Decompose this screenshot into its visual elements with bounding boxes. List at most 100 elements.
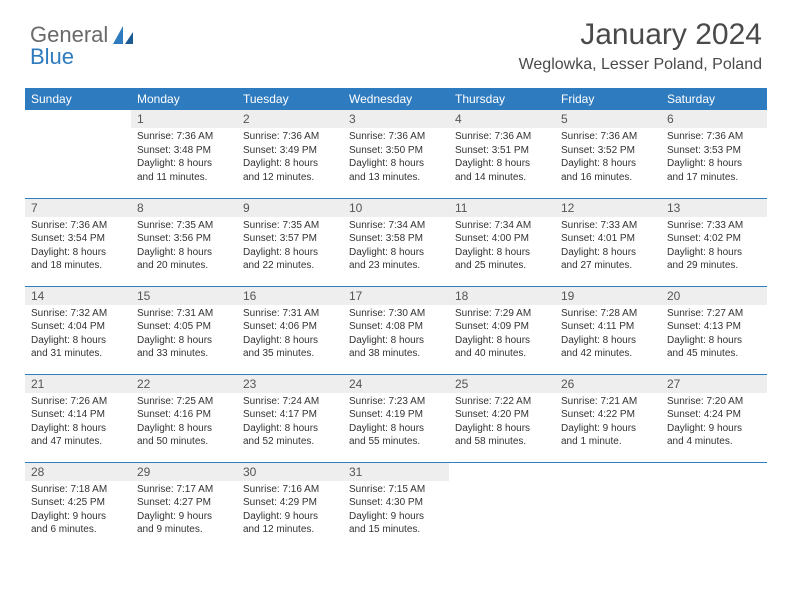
day-info: Sunrise: 7:35 AMSunset: 3:57 PMDaylight:… — [243, 219, 337, 273]
sunset-line: Sunset: 3:49 PM — [243, 145, 317, 156]
calendar-day-cell: 26Sunrise: 7:21 AMSunset: 4:22 PMDayligh… — [555, 374, 661, 462]
daylight-line: Daylight: 8 hours and 38 minutes. — [349, 335, 424, 360]
calendar-day-cell: 1Sunrise: 7:36 AMSunset: 3:48 PMDaylight… — [131, 110, 237, 198]
day-info: Sunrise: 7:34 AMSunset: 3:58 PMDaylight:… — [349, 219, 443, 273]
sunrise-line: Sunrise: 7:20 AM — [667, 396, 743, 407]
day-info: Sunrise: 7:36 AM Sunset: 3:50 PM Daylight:… — [349, 130, 443, 184]
sunset-line: Sunset: 4:02 PM — [667, 233, 741, 244]
header: General Blue January 2024 Weglowka, Less… — [0, 0, 792, 78]
day-info: Sunrise: 7:31 AMSunset: 4:06 PMDaylight:… — [243, 307, 337, 361]
sunset-line: Sunset: 3:53 PM — [667, 145, 741, 156]
day-info: Sunrise: 7:36 AMSunset: 3:49 PMDaylight:… — [243, 130, 337, 184]
sunrise-line: Sunrise: 7:33 AM — [561, 220, 637, 231]
calendar-day-cell: 30Sunrise: 7:16 AMSunset: 4:29 PMDayligh… — [237, 462, 343, 550]
sunset-line: Sunset: 3:56 PM — [137, 233, 211, 244]
day-info: Sunrise: 7:23 AMSunset: 4:19 PMDaylight:… — [349, 395, 443, 449]
sunset-line: Sunset: 4:04 PM — [31, 321, 105, 332]
day-number: 12 — [555, 199, 661, 217]
day-number: 3 — [343, 110, 449, 128]
location-subtitle: Weglowka, Lesser Poland, Poland — [519, 56, 762, 74]
calendar-day-cell: 13Sunrise: 7:33 AMSunset: 4:02 PMDayligh… — [661, 198, 767, 286]
day-number: 11 — [449, 199, 555, 217]
daylight-line: Daylight: 9 hours and 1 minute. — [561, 423, 636, 448]
day-header: Monday — [131, 88, 237, 110]
calendar-day-cell: 14Sunrise: 7:32 AMSunset: 4:04 PMDayligh… — [25, 286, 131, 374]
sunset-line: Sunset: 4:08 PM — [349, 321, 423, 332]
sunrise-line: Sunrise: 7:21 AM — [561, 396, 637, 407]
sunset-line: Sunset: 3:52 PM — [561, 145, 635, 156]
day-number: 18 — [449, 287, 555, 305]
daylight-line: Daylight: 8 hours and 45 minutes. — [667, 335, 742, 360]
sunset-line: Sunset: 4:17 PM — [243, 409, 317, 420]
logo-text: General Blue — [30, 24, 108, 68]
sunset-line: Sunset: 4:14 PM — [31, 409, 105, 420]
sunset-line: Sunset: 4:11 PM — [561, 321, 634, 332]
day-info: Sunrise: 7:16 AMSunset: 4:29 PMDaylight:… — [243, 483, 337, 537]
calendar-day-cell — [25, 110, 131, 198]
day-number: 4 — [449, 110, 555, 128]
sunrise-line: Sunrise: 7:36 AM — [455, 131, 531, 142]
sunrise-line: Sunrise: 7:17 AM — [137, 484, 213, 495]
sunrise-line: Sunrise: 7:36 AM — [561, 131, 637, 142]
sunrise-line: Sunrise: 7:32 AM — [31, 308, 107, 319]
day-number: 15 — [131, 287, 237, 305]
day-number: 27 — [661, 375, 767, 393]
day-header: Saturday — [661, 88, 767, 110]
sunset-line: Sunset: 4:09 PM — [455, 321, 529, 332]
sunset-line: Sunset: 4:19 PM — [349, 409, 423, 420]
day-number: 22 — [131, 375, 237, 393]
day-number: 25 — [449, 375, 555, 393]
day-info: Sunrise: 7:36 AMSunset: 3:52 PMDaylight:… — [561, 130, 655, 184]
day-header: Sunday — [25, 88, 131, 110]
sunrise-line: Sunrise: 7:25 AM — [137, 396, 213, 407]
calendar-table: SundayMondayTuesdayWednesdayThursdayFrid… — [25, 88, 767, 550]
daylight-line: Daylight: 8 hours and 14 minutes. — [455, 158, 530, 183]
sunset-line: Sunset: 4:13 PM — [667, 321, 741, 332]
daylight-line: Daylight: 8 hours and 33 minutes. — [137, 335, 212, 360]
day-number: 21 — [25, 375, 131, 393]
page-title: January 2024 — [519, 18, 762, 52]
calendar-day-cell: 27 Sunrise: 7:20 AMSunset: 4:24 PMDayligh… — [661, 374, 767, 462]
daylight-line: Daylight: 8 hours and 31 minutes. — [31, 335, 106, 360]
sunrise-line: Sunrise: 7:34 AM — [349, 220, 425, 231]
calendar-day-cell: 10Sunrise: 7:34 AMSunset: 3:58 PMDayligh… — [343, 198, 449, 286]
day-info: Sunrise: 7:36 AMSunset: 3:53 PMDaylight:… — [667, 130, 761, 184]
sunset-line: Sunset: 3:50 PM — [349, 145, 423, 156]
day-info: Sunrise: 7:18 AMSunset: 4:25 PMDaylight:… — [31, 483, 125, 537]
calendar-day-cell: 8Sunrise: 7:35 AMSunset: 3:56 PMDaylight… — [131, 198, 237, 286]
sunrise-line: Sunrise: 7:31 AM — [243, 308, 319, 319]
sunrise-line: Sunrise: 7:15 AM — [349, 484, 425, 495]
calendar-day-cell: 24Sunrise: 7:23 AMSunset: 4:19 PMDayligh… — [343, 374, 449, 462]
day-info: Sunrise: 7:15 AMSunset: 4:30 PMDaylight:… — [349, 483, 443, 537]
daylight-line: Daylight: 8 hours and 42 minutes. — [561, 335, 636, 360]
sunrise-line: Sunrise: 7:36 AM — [349, 131, 425, 142]
daylight-line: Daylight: 8 hours and 13 minutes. — [349, 158, 424, 183]
sunrise-line: Sunrise: 7:16 AM — [243, 484, 319, 495]
calendar-day-cell: 4Sunrise: 7:36 AMSunset: 3:51 PMDaylight… — [449, 110, 555, 198]
calendar-day-cell: 23Sunrise: 7:24 AMSunset: 4:17 PMDayligh… — [237, 374, 343, 462]
day-number: 16 — [237, 287, 343, 305]
title-block: January 2024 Weglowka, Lesser Poland, Po… — [519, 18, 762, 74]
day-header: Tuesday — [237, 88, 343, 110]
calendar-day-cell: 17Sunrise: 7:30 AMSunset: 4:08 PMDayligh… — [343, 286, 449, 374]
daylight-line: Daylight: 8 hours and 23 minutes. — [349, 247, 424, 272]
sunrise-line: Sunrise: 7:29 AM — [455, 308, 531, 319]
calendar-day-cell: 2Sunrise: 7:36 AMSunset: 3:49 PMDaylight… — [237, 110, 343, 198]
calendar-day-cell: 5Sunrise: 7:36 AMSunset: 3:52 PMDaylight… — [555, 110, 661, 198]
sunrise-line: Sunrise: 7:26 AM — [31, 396, 107, 407]
day-number: 9 — [237, 199, 343, 217]
day-info: Sunrise: 7:20 AMSunset: 4:24 PMDaylight:… — [667, 395, 761, 449]
day-info: Sunrise: 7:36 AMSunset: 3:54 PMDaylight:… — [31, 219, 125, 273]
calendar-week-row: 7Sunrise: 7:36 AMSunset: 3:54 PMDaylight… — [25, 198, 767, 286]
sunset-line: Sunset: 3:54 PM — [31, 233, 105, 244]
sunset-line: Sunset: 4:25 PM — [31, 497, 105, 508]
sunrise-line: Sunrise: 7:33 AM — [667, 220, 743, 231]
calendar-day-cell: 20Sunrise: 7:27 AMSunset: 4:13 PMDayligh… — [661, 286, 767, 374]
sunset-line: Sunset: 3:48 PM — [137, 145, 211, 156]
sunset-line: Sunset: 4:30 PM — [349, 497, 423, 508]
sunrise-line: Sunrise: 7:24 AM — [243, 396, 319, 407]
calendar-day-cell: 3 Sunrise: 7:36 AM Sunset: 3:50 PM Daylight… — [343, 110, 449, 198]
sunrise-line: Sunrise: 7:36 AM — [31, 220, 107, 231]
sunset-line: Sunset: 4:22 PM — [561, 409, 635, 420]
day-info: Sunrise: 7:34 AMSunset: 4:00 PMDaylight:… — [455, 219, 549, 273]
